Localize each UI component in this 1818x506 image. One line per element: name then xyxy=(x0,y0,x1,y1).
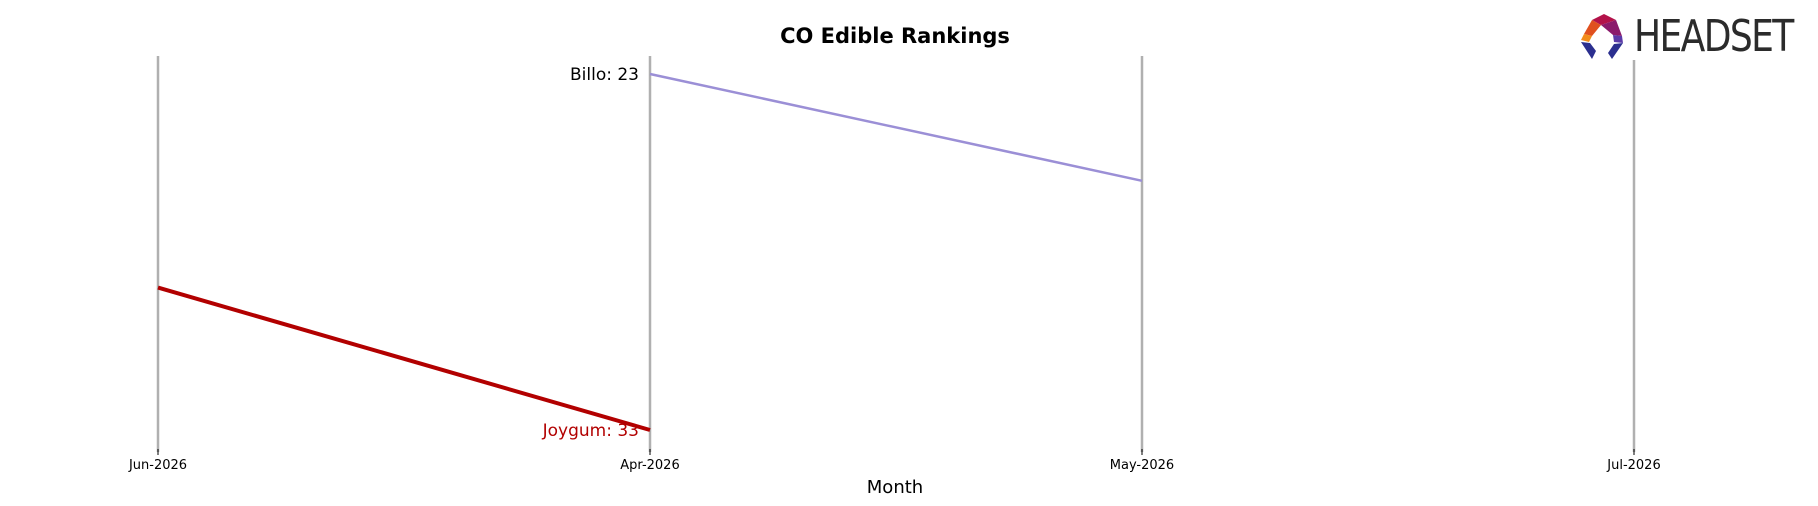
series-labels: Billo: 23 Joygum: 33 xyxy=(542,65,639,441)
vertical-gridlines xyxy=(156,56,1636,452)
headset-logo-icon xyxy=(1581,14,1623,59)
x-axis-ticks: Jun-2026 Apr-2026 May-2026 Jul-2026 xyxy=(128,449,1661,473)
x-axis-label: Month xyxy=(867,477,923,498)
headset-logo: HEADSET xyxy=(1578,12,1808,62)
series-line-billo xyxy=(649,72,1143,183)
series-label-billo: Billo: 23 xyxy=(570,65,639,85)
series-label-joygum: Joygum: 33 xyxy=(542,421,639,441)
series-line-joygum xyxy=(157,285,651,432)
series-lines xyxy=(157,72,1143,432)
chart-title: CO Edible Rankings xyxy=(780,24,1010,48)
x-tick-label: Jun-2026 xyxy=(128,458,187,473)
x-tick-label: Jul-2026 xyxy=(1606,458,1660,473)
x-tick-label: May-2026 xyxy=(1110,458,1174,473)
headset-logo-text: HEADSET xyxy=(1634,11,1794,62)
x-tick-label: Apr-2026 xyxy=(620,458,679,473)
